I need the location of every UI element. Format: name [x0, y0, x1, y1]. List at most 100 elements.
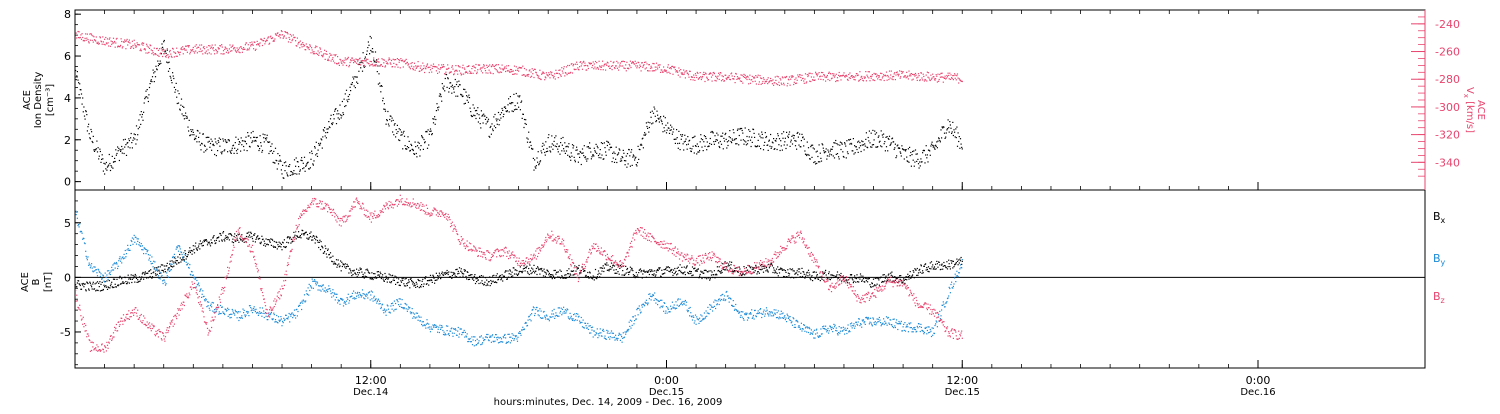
- vx-series-point: [399, 62, 400, 63]
- vx-series-point: [204, 48, 205, 49]
- bx-series-point: [142, 273, 143, 274]
- bx-series-point: [283, 246, 284, 247]
- vx-series-point: [662, 72, 663, 73]
- bx-series-point: [643, 270, 644, 271]
- density-series-point: [570, 160, 571, 161]
- density-series-point: [749, 136, 750, 137]
- density-series-point: [154, 71, 155, 72]
- bx-series-point: [744, 274, 745, 275]
- bx-series-point: [203, 240, 204, 241]
- density-series-point: [740, 140, 741, 141]
- bx-series-point: [702, 271, 703, 272]
- density-series-point: [934, 147, 935, 148]
- density-series-point: [890, 144, 891, 145]
- density-series-point: [538, 151, 539, 152]
- density-series-point: [684, 141, 685, 142]
- vx-series-point: [335, 55, 336, 56]
- density-series-point: [136, 125, 137, 126]
- vx-series-point: [953, 79, 954, 80]
- density-series-point: [639, 149, 640, 150]
- vx-series-point: [907, 76, 908, 77]
- vx-series-point: [612, 69, 613, 70]
- vx-series-point: [677, 70, 678, 71]
- density-series-point: [797, 132, 798, 133]
- vx-series-point: [832, 73, 833, 74]
- by-series-point: [187, 263, 188, 264]
- vx-series-point: [105, 37, 106, 38]
- density-series-point: [294, 159, 295, 160]
- density-series-point: [171, 82, 172, 83]
- vx-series-point: [316, 46, 317, 47]
- density-series-point: [475, 118, 476, 119]
- bx-series-point: [226, 237, 227, 238]
- vx-series-point: [514, 66, 515, 67]
- density-series-point: [846, 140, 847, 141]
- bx-series-point: [792, 268, 793, 269]
- vx-series-point: [331, 60, 332, 61]
- vx-series-point: [739, 78, 740, 79]
- bx-series-point: [103, 289, 104, 290]
- vx-series-point: [833, 73, 834, 74]
- density-series-point: [264, 141, 265, 142]
- by-series-point: [158, 278, 159, 279]
- vx-series-point: [274, 38, 275, 39]
- by-series-point: [165, 285, 166, 286]
- vx-series-point: [283, 38, 284, 39]
- density-series-point: [188, 130, 189, 131]
- bx-series-point: [250, 232, 251, 233]
- bx-series-point: [674, 273, 675, 274]
- vx-series-point: [876, 76, 877, 77]
- vx-series-point: [931, 79, 932, 80]
- by-series-point: [128, 248, 129, 249]
- bx-series-point: [523, 265, 524, 266]
- vx-series-point: [640, 66, 641, 67]
- vx-series-point: [894, 72, 895, 73]
- vx-series-point: [221, 44, 222, 45]
- bx-series-point: [685, 274, 686, 275]
- density-series-point: [611, 147, 612, 148]
- density-series-point: [856, 149, 857, 150]
- vx-series-point: [600, 69, 601, 70]
- by-series-point: [283, 318, 284, 319]
- by-series-point: [241, 317, 242, 318]
- density-series-point: [334, 111, 335, 112]
- vx-series-point: [201, 44, 202, 45]
- vx-series-point: [412, 62, 413, 63]
- density-series-point: [759, 146, 760, 147]
- density-series-point: [262, 150, 263, 151]
- bx-series-point: [202, 245, 203, 246]
- density-series-point: [949, 132, 950, 133]
- density-series-point: [286, 172, 287, 173]
- vx-series-point: [522, 75, 523, 76]
- vx-series-point: [276, 35, 277, 36]
- bx-series-point: [800, 273, 801, 274]
- bx-series-point: [949, 266, 950, 267]
- density-series-point: [534, 159, 535, 160]
- density-series-point: [189, 120, 190, 121]
- density-series-point: [200, 145, 201, 146]
- bx-series-point: [300, 235, 301, 236]
- bx-series-point: [511, 276, 512, 277]
- density-series-point: [959, 148, 960, 149]
- bx-series-point: [599, 273, 600, 274]
- density-series-point: [813, 162, 814, 163]
- bx-series-point: [122, 283, 123, 284]
- density-series-point: [525, 123, 526, 124]
- vx-series-point: [229, 44, 230, 45]
- density-series-point: [677, 143, 678, 144]
- vx-series-point: [888, 79, 889, 80]
- vx-series-point: [909, 75, 910, 76]
- vx-series-point: [570, 72, 571, 73]
- bottom-left-axis-label-line: ACE: [20, 272, 31, 292]
- vx-series-point: [99, 43, 100, 44]
- bx-series-point: [869, 284, 870, 285]
- density-series-point: [487, 121, 488, 122]
- vx-series-point: [460, 66, 461, 67]
- vx-series-point: [227, 50, 228, 51]
- by-series-point: [122, 256, 123, 257]
- vx-series-point: [394, 66, 395, 67]
- vx-series-point: [166, 55, 167, 56]
- density-series-point: [326, 129, 327, 130]
- density-series-point: [187, 127, 188, 128]
- density-series-point: [446, 74, 447, 75]
